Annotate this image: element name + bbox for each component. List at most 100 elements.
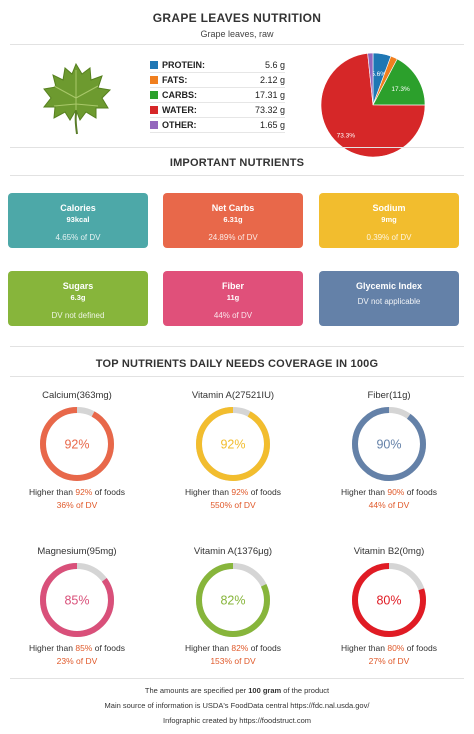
coverage-ring: 85%	[40, 563, 114, 637]
other-swatch	[150, 121, 158, 129]
card-dv: DV not applicable	[357, 297, 421, 306]
coverage-ring: 90%	[352, 407, 426, 481]
higher-than-text: Higher than 82% of foods	[185, 643, 281, 653]
macro-value: 1.65 g	[259, 120, 285, 130]
footer-line-2: Main source of information is USDA's Foo…	[104, 701, 370, 710]
coverage-item: Vitamin A(1376μg) 82% Higher than 82% of f…	[158, 546, 308, 666]
card-glycemic-index: Glycemic Index DV not applicable	[319, 271, 459, 326]
footer-bold: 100 gram	[248, 686, 282, 695]
higher-than-text: Higher than 90% of foods	[341, 487, 437, 497]
coverage-title: TOP NUTRIENTS DAILY NEEDS COVERAGE IN 10…	[95, 358, 379, 370]
pie-label-protein: 5.6%	[371, 71, 386, 78]
water-swatch	[150, 106, 158, 114]
card-sodium: Sodium 9mg 0.39% of DV	[319, 193, 459, 248]
pie-slice-carbs	[372, 58, 426, 106]
card-name: Net Carbs	[211, 203, 255, 213]
grape-leaf-icon	[42, 62, 112, 135]
footer-line-1: The amounts are specified per 100 gram o…	[0, 686, 474, 695]
card-name: Calories	[60, 203, 96, 213]
ring-progress	[196, 563, 270, 637]
divider	[10, 147, 464, 148]
coverage-label: Calcium(363mg)	[42, 390, 112, 401]
page-subtitle: Grape leaves, raw	[200, 29, 274, 39]
macro-value: 73.32 g	[254, 105, 285, 115]
dv-text: 153% of DV	[210, 656, 256, 666]
card-dv: 44% of DV	[213, 311, 253, 320]
coverage-ring: 82%	[196, 563, 270, 637]
carbs-swatch	[150, 91, 158, 99]
macro-table: PROTEIN: 5.6 g FATS: 2.12 g CARBS: 17.31…	[150, 58, 285, 133]
pie-slice-water	[320, 52, 426, 158]
higher-than-text: Higher than 85% of foods	[29, 643, 125, 653]
coverage-label: Vitamin B2(0mg)	[353, 546, 425, 557]
card-fiber: Fiber 11g 44% of DV	[163, 271, 303, 326]
macro-row-carbs: CARBS: 17.31 g	[150, 88, 285, 103]
ring-progress	[40, 407, 114, 481]
ring-percent: 80%	[376, 594, 401, 608]
pie-slice-other	[367, 52, 374, 106]
ring-percent: 92%	[64, 438, 89, 452]
coverage-ring: 92%	[196, 407, 270, 481]
card-value: 6.3g	[70, 293, 86, 302]
page-title: GRAPE LEAVES NUTRITION	[152, 11, 322, 25]
card-value: 11g	[226, 293, 240, 302]
ring-progress	[196, 407, 270, 481]
card-value: 6.31g	[223, 215, 243, 224]
card-name: Sugars	[62, 281, 94, 291]
card-dv: 4.65% of DV	[55, 233, 101, 242]
ring-percent: 90%	[376, 438, 401, 452]
dv-text: 27% of DV	[368, 656, 410, 666]
macro-row-water: WATER: 73.32 g	[150, 103, 285, 118]
coverage-item: Vitamin B2(0mg) 80% Higher than 80% of foo…	[314, 546, 464, 666]
coverage-item: Fiber(11g) 90% Higher than 90% of foods 44%…	[314, 390, 464, 510]
card-value: 9mg	[381, 215, 397, 224]
card-sugars: Sugars 6.3g DV not defined	[8, 271, 148, 326]
ring-progress	[352, 407, 426, 481]
pie-label-carbs: 17.3%	[391, 86, 410, 93]
ring-progress	[40, 563, 114, 637]
macro-value: 2.12 g	[259, 75, 285, 85]
macro-label: WATER:	[162, 105, 197, 115]
coverage-label: Fiber(11g)	[367, 390, 411, 401]
macro-label: OTHER:	[162, 120, 197, 130]
card-name: Fiber	[221, 281, 244, 291]
macro-label: CARBS:	[162, 90, 197, 100]
ring-progress	[352, 563, 426, 637]
card-value: 93kcal	[66, 215, 90, 224]
coverage-label: Vitamin A(1376μg)	[193, 546, 273, 557]
ring-percent: 82%	[220, 594, 245, 608]
dv-text: 550% of DV	[210, 500, 256, 510]
divider	[10, 346, 464, 347]
higher-than-text: Higher than 80% of foods	[341, 643, 437, 653]
higher-than-text: Higher than 92% of foods	[29, 487, 125, 497]
coverage-item: Calcium(363mg) 92% Higher than 92% of food…	[2, 390, 152, 510]
dv-text: 36% of DV	[56, 500, 98, 510]
card-dv: DV not defined	[51, 311, 105, 320]
dv-text: 44% of DV	[368, 500, 410, 510]
dv-text: 23% of DV	[56, 656, 98, 666]
coverage-item: Magnesium(95mg) 85% Higher than 85% of foo…	[2, 546, 152, 666]
divider	[10, 678, 464, 679]
footer-text: of the product	[281, 686, 330, 695]
card-calories: Calories 93kcal 4.65% of DV	[8, 193, 148, 248]
ring-percent: 85%	[64, 594, 89, 608]
macro-label: PROTEIN:	[162, 60, 206, 70]
protein-swatch	[150, 61, 158, 69]
higher-than-text: Higher than 92% of foods	[185, 487, 281, 497]
macro-row-protein: PROTEIN: 5.6 g	[150, 58, 285, 73]
macro-row-fats: FATS: 2.12 g	[150, 73, 285, 88]
card-dv: 0.39% of DV	[366, 233, 412, 242]
macro-pie-chart: 5.6% 17.3% 73.3%	[320, 52, 426, 158]
divider	[10, 175, 464, 176]
card-dv: 24.89% of DV	[208, 233, 258, 242]
coverage-label: Vitamin A(27521IU)	[191, 390, 275, 401]
coverage-ring: 80%	[352, 563, 426, 637]
divider	[10, 44, 464, 45]
macro-value: 5.6 g	[264, 60, 285, 70]
macro-label: FATS:	[162, 75, 188, 85]
coverage-ring: 92%	[40, 407, 114, 481]
macro-row-other: OTHER: 1.65 g	[150, 118, 285, 133]
pie-label-water: 73.3%	[337, 133, 356, 140]
footer-line-3: Infographic created by https://foodstruc…	[163, 716, 311, 725]
footer-text: The amounts are specified per	[144, 686, 249, 695]
